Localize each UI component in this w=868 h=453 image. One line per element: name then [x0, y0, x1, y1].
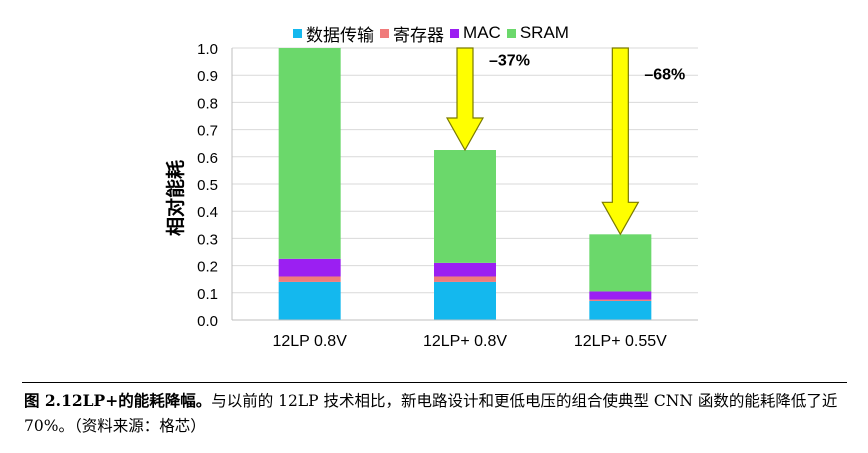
legend-label: 数据传输 [306, 25, 375, 45]
bar-segment-0 [278, 281, 341, 320]
legend-label: SRAM [519, 23, 569, 42]
x-tick-label: 12LP+ 0.8V [423, 333, 507, 350]
bar-segment-3 [434, 150, 496, 263]
figure-caption: 图 2.12LP+的能耗降幅。与以前的 12LP 技术相比，新电路设计和更低电压… [24, 388, 854, 439]
legend-swatch [380, 28, 390, 38]
legend-label: MAC [463, 23, 501, 42]
reduction-arrow [445, 47, 485, 152]
annotations: –37% –68% [445, 47, 685, 236]
caption-body: 与以前的 12LP 技术相比，新电路设计和更低电压的组合使典型 CNN 函数的能… [24, 392, 838, 435]
legend-swatch [506, 28, 516, 38]
bar-segment-1 [589, 299, 652, 301]
y-tick-label: 0.0 [197, 313, 218, 330]
caption-divider [22, 382, 847, 383]
chart: 0.0 0.1 0.2 0.3 0.4 0.5 0.6 0.7 0.8 0.9 1.0 12LP 0.… [164, 41, 698, 350]
legend-item: 寄存器 [380, 21, 444, 46]
y-axis-label: 相对能耗 [164, 160, 187, 236]
bar-segment-0 [434, 281, 496, 320]
reduction-label: –37% [489, 52, 530, 69]
y-tick-label: 0.6 [197, 150, 218, 167]
legend-swatch [450, 28, 460, 38]
y-tick-label: 0.5 [197, 177, 218, 194]
bar-segment-2 [278, 258, 341, 277]
reduction-label: –68% [644, 67, 685, 84]
bar-segment-2 [434, 262, 496, 277]
y-tick-label: 0.3 [197, 231, 218, 248]
y-tick-label: 0.1 [197, 286, 218, 303]
caption-lead: 图 2.12LP+的能耗降幅。 [24, 391, 212, 410]
bar-segment-3 [589, 234, 652, 292]
y-tick-label: 0.8 [197, 95, 218, 112]
bar-segment-1 [278, 276, 341, 282]
x-tick-label: 12LP 0.8V [272, 333, 347, 350]
x-tick-label: 12LP+ 0.55V [574, 333, 667, 350]
axes: 0.0 0.1 0.2 0.3 0.4 0.5 0.6 0.7 0.8 0.9 1.0 12LP 0.… [197, 41, 698, 350]
legend-swatch [293, 28, 303, 38]
y-tick-label: 0.4 [197, 204, 218, 221]
bars [278, 48, 652, 320]
bar-segment-0 [589, 300, 652, 320]
legend-item: 数据传输 [293, 21, 374, 46]
legend-item: SRAM [506, 23, 569, 43]
legend: 数据传输 寄存器 MAC SRAM [0, 21, 868, 46]
reduction-arrow [601, 47, 640, 236]
legend-label: 寄存器 [393, 25, 445, 45]
y-tick-label: 1.0 [197, 41, 218, 58]
bar-segment-1 [434, 276, 496, 282]
bar-segment-3 [278, 48, 341, 259]
y-tick-label: 0.9 [197, 68, 218, 85]
y-tick-label: 0.7 [197, 123, 218, 140]
y-tick-label: 0.2 [197, 259, 218, 276]
legend-item: MAC [450, 23, 501, 43]
bar-segment-2 [589, 291, 652, 300]
